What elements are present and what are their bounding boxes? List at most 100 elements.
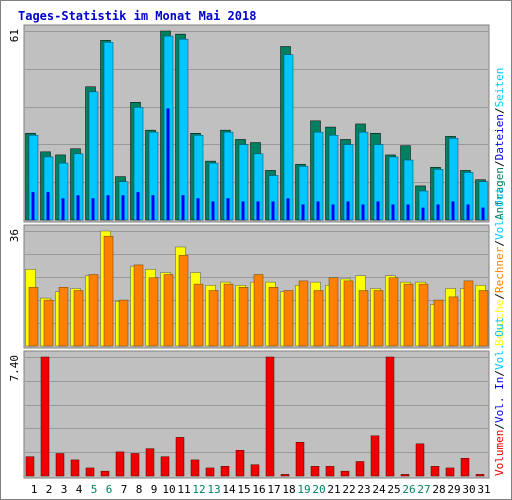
legend-separator: / [493,160,506,167]
x-tick-label-day-22: 22 [342,483,355,496]
bar-dateien-day-18 [283,54,294,221]
legend-entry: Besuche [493,300,506,346]
bar-rechner-day-2 [43,299,54,347]
chart-title: Tages-Statistik im Monat Mai 2018 [18,9,256,23]
bar-rechner-day-22 [343,280,354,347]
bar-seiten-day-29 [451,201,455,220]
x-tick-label-day-1: 1 [31,483,38,496]
bar-rechner-day-30 [463,280,474,347]
bar-volumen-day-9 [145,448,155,477]
bar-seiten-day-1 [31,192,35,220]
bar-volumen-day-17 [265,356,275,477]
bar-seiten-day-18 [286,198,290,220]
bar-seiten-day-24 [376,201,380,220]
bar-volumen-day-2 [40,356,50,477]
bar-volumen-day-16 [250,464,260,477]
bar-seiten-day-25 [391,204,395,220]
bar-rechner-day-1 [28,287,39,347]
bar-rechner-day-10 [163,274,174,347]
bar-volumen-day-1 [25,456,35,477]
x-tick-label-day-5: 5 [91,483,98,496]
bar-seiten-day-13 [211,201,215,220]
bar-volumen-day-13 [205,467,215,477]
x-tick-label-day-8: 8 [136,483,143,496]
bar-volumen-day-7 [115,451,125,477]
x-tick-label-day-2: 2 [46,483,53,496]
bar-seiten-day-6 [106,195,110,220]
x-tick-label-day-20: 20 [312,483,325,496]
bar-seiten-day-11 [181,195,185,220]
bar-seiten-day-26 [406,204,410,220]
legend-entry: Rechner [493,246,506,293]
bar-rechner-day-11 [178,255,189,347]
y-max-label: 36 [8,229,21,242]
bar-volumen-day-6 [100,470,110,477]
bar-seiten-day-22 [346,201,350,220]
bar-seiten-day-23 [361,204,365,220]
bar-volumen-day-12 [190,459,200,477]
bar-volumen-day-4 [70,459,80,477]
legend-separator: / [493,240,506,247]
bar-dateien-day-11 [178,38,189,221]
bar-rechner-day-6 [103,235,114,347]
bar-rechner-day-26 [403,283,414,347]
x-tick-label-day-14: 14 [222,483,236,496]
x-tick-label-day-12: 12 [192,483,205,496]
x-tick-label-day-26: 26 [402,483,415,496]
bar-rechner-day-7 [118,299,129,347]
bar-volumen-day-24 [370,435,380,477]
bar-rechner-day-18 [283,290,294,347]
bar-rechner-day-23 [358,290,369,347]
bar-volumen-day-3 [55,453,65,477]
bar-rechner-day-14 [223,283,234,347]
bar-seiten-day-9 [151,195,155,220]
y-max-label: 7.40 [8,355,21,382]
x-tick-label-day-19: 19 [297,483,310,496]
bar-rechner-day-19 [298,280,309,347]
bar-volumen-day-28 [430,466,440,477]
legend-entry: Seiten [493,68,506,108]
bar-rechner-day-29 [448,296,459,347]
bar-volumen-day-5 [85,467,95,477]
bar-rechner-day-5 [88,274,99,347]
legend-separator: / [493,293,506,300]
x-tick-label-day-9: 9 [151,483,158,496]
bar-volumen-day-10 [160,456,170,477]
bar-rechner-day-16 [253,274,264,347]
x-tick-label-day-30: 30 [462,483,475,496]
bar-volumen-day-21 [325,466,335,477]
bar-seiten-day-8 [136,192,140,220]
legend-entry: Vol. In [493,377,506,423]
bar-rechner-day-15 [238,287,249,347]
x-tick-label-day-29: 29 [447,483,460,496]
bar-volumen-day-25 [385,356,395,477]
x-tick-label-day-16: 16 [252,483,265,496]
bar-rechner-day-31 [478,290,489,347]
x-tick-label-day-13: 13 [207,483,220,496]
legend-entry: Dateien [493,114,506,160]
legend-separator: / [493,423,506,430]
bar-seiten-day-20 [316,201,320,220]
bar-rechner-day-8 [133,264,144,347]
legend-entry: Vol. Out [493,187,506,240]
x-tick-label-day-24: 24 [372,483,386,496]
x-tick-label-day-3: 3 [61,483,68,496]
x-tick-label-day-11: 11 [177,483,190,496]
bar-volumen-day-27 [415,443,425,477]
bar-rechner-day-4 [73,290,84,347]
bar-volumen-day-8 [130,453,140,477]
x-tick-label-day-25: 25 [387,483,400,496]
x-tick-label-day-18: 18 [282,483,295,496]
bar-seiten-day-4 [76,195,80,220]
bar-seiten-day-27 [421,207,425,220]
bar-seiten-day-17 [271,201,275,220]
bar-volumen-day-20 [310,466,320,477]
bar-seiten-day-7 [121,195,125,220]
legend-entry: Volumen [493,430,506,476]
legend-entry: Vol. Out [493,317,506,370]
bar-seiten-day-15 [241,201,245,220]
